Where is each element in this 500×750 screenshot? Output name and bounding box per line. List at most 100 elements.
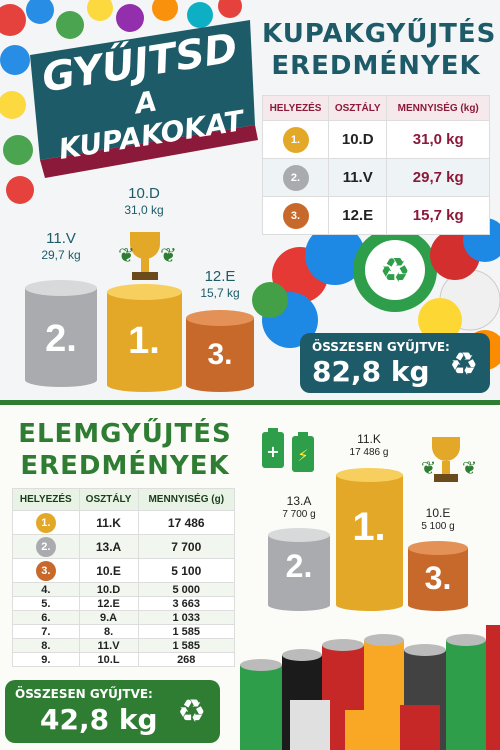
table-cell: 13.A xyxy=(78,534,139,559)
medal: 1. xyxy=(282,126,309,153)
table-cell: 17 486 xyxy=(137,510,235,535)
svg-text:♻: ♻ xyxy=(380,251,410,291)
caps-title: KUPAKGYŰJTÉS EREDMÉNYEK xyxy=(262,18,497,82)
svg-text:❦: ❦ xyxy=(160,243,177,267)
svg-text:+: + xyxy=(266,442,279,461)
medal: 3. xyxy=(35,560,56,581)
table-cell: 9.A xyxy=(78,610,139,625)
podium-number: 1. xyxy=(352,505,386,549)
table-cell: 8. xyxy=(78,624,139,639)
svg-text:❦: ❦ xyxy=(462,458,477,479)
podium-amount: 15,7 kg xyxy=(200,286,240,300)
header-cell: HELYEZÉS xyxy=(12,488,80,511)
table-cell: 12.E xyxy=(78,596,139,611)
battery-title: ELEMGYŰJTÉS EREDMÉNYEK xyxy=(10,418,240,482)
table-cell: 7. xyxy=(12,624,80,639)
podium-number: 3. xyxy=(424,560,452,596)
title-line: EREDMÉNYEK xyxy=(271,51,481,81)
podium-class: 11.K xyxy=(357,432,381,446)
header-cell: HELYEZÉS xyxy=(261,95,330,121)
podium-amount: 17 486 g xyxy=(349,447,389,458)
battery-table: HELYEZÉS OSZTÁLY MENNYISÉG (g) 1. 11.K 17 486… xyxy=(12,488,235,667)
table-cell: 9. xyxy=(12,652,80,667)
table-cell: 31,0 kg xyxy=(386,120,490,159)
table-cell: 1 033 xyxy=(137,610,235,625)
header-cell: MENNYISÉG (kg) xyxy=(386,95,490,121)
svg-text:❦: ❦ xyxy=(118,243,135,267)
podium-number: 3. xyxy=(207,338,233,371)
header-row: HELYEZÉS OSZTÁLY MENNYISÉG (kg) xyxy=(261,95,490,121)
table-cell: 2. xyxy=(12,534,80,559)
table-cell: 10.D xyxy=(78,582,139,597)
table-cell: 7 700 xyxy=(137,534,235,559)
table-cell: 10.L xyxy=(78,652,139,667)
recycle-icon: ♻ xyxy=(449,345,478,383)
podium-class: 11.V xyxy=(46,230,76,247)
table-row: 6. 9.A 1 033 xyxy=(12,610,235,625)
table-cell: 6. xyxy=(12,610,80,625)
title-line: ELEMGYŰJTÉS xyxy=(18,419,232,449)
table-cell: 2. xyxy=(261,158,330,197)
table-row: 5. 12.E 3 663 xyxy=(12,596,235,611)
total-value: 82,8 kg xyxy=(312,355,430,388)
table-row: 8. 11.V 1 585 xyxy=(12,638,235,653)
table-row: 3. 12.E 15,7 kg xyxy=(261,196,490,235)
total-value: 42,8 kg xyxy=(40,703,158,736)
header-row: HELYEZÉS OSZTÁLY MENNYISÉG (g) xyxy=(12,488,235,511)
podium-amount: 5 100 g xyxy=(421,521,455,532)
medal: 2. xyxy=(35,536,56,557)
table-cell: 12.E xyxy=(328,196,388,235)
podium-class: 10.E xyxy=(425,506,451,520)
battery-total: ÖSSZESEN GYŰJTVE: 42,8 kg ♻ xyxy=(5,680,220,743)
table-cell: 1. xyxy=(12,510,80,535)
header-cell: OSZTÁLY xyxy=(328,95,388,121)
table-cell: 3 663 xyxy=(137,596,235,611)
podium-number: 1. xyxy=(128,320,160,362)
table-row: 7. 8. 1 585 xyxy=(12,624,235,639)
podium-class: 12.E xyxy=(204,268,236,285)
table-cell: 29,7 kg xyxy=(386,158,490,197)
total-label: ÖSSZESEN GYŰJTVE: xyxy=(312,340,450,354)
podium-number: 2. xyxy=(45,318,77,360)
table-cell: 1 585 xyxy=(137,638,235,653)
header-cell: MENNYISÉG (g) xyxy=(137,488,235,511)
medal: 1. xyxy=(35,512,56,533)
title-line: KUPAKGYŰJTÉS xyxy=(262,19,497,49)
recycle-icon: ♻ xyxy=(177,692,206,730)
table-cell: 11.K xyxy=(78,510,139,535)
podium-amount: 31,0 kg xyxy=(124,203,164,217)
table-cell: 10.D xyxy=(328,120,388,159)
table-row: 1. 11.K 17 486 xyxy=(12,510,235,535)
table-cell: 11.V xyxy=(78,638,139,653)
title-line: EREDMÉNYEK xyxy=(20,451,230,481)
table-cell: 3. xyxy=(261,196,330,235)
table-cell: 10.E xyxy=(78,558,139,583)
podium-class: 10.D xyxy=(128,185,160,202)
table-row: 2. 13.A 7 700 xyxy=(12,534,235,559)
table-cell: 3. xyxy=(12,558,80,583)
table-row: 3. 10.E 5 100 xyxy=(12,558,235,583)
table-row: 1. 10.D 31,0 kg xyxy=(261,120,490,159)
table-cell: 15,7 kg xyxy=(386,196,490,235)
header-cell: OSZTÁLY xyxy=(78,488,139,511)
table-cell: 1 585 xyxy=(137,624,235,639)
table-cell: 5. xyxy=(12,596,80,611)
caps-total: ÖSSZESEN GYŰJTVE: 82,8 kg ♻ xyxy=(300,333,490,393)
table-row: 9. 10.L 268 xyxy=(12,652,235,667)
podium-number: 2. xyxy=(285,548,313,584)
table-row: 4. 10.D 5 000 xyxy=(12,582,235,597)
total-label: ÖSSZESEN GYŰJTVE: xyxy=(15,687,153,701)
caps-table: HELYEZÉS OSZTÁLY MENNYISÉG (kg) 1. 10.D 31,0 … xyxy=(261,95,490,235)
table-cell: 5 000 xyxy=(137,582,235,597)
svg-text:⚡: ⚡ xyxy=(297,446,308,465)
table-cell: 1. xyxy=(261,120,330,159)
svg-text:❦: ❦ xyxy=(421,458,436,479)
table-cell: 4. xyxy=(12,582,80,597)
table-cell: 8. xyxy=(12,638,80,653)
table-cell: 268 xyxy=(137,652,235,667)
medal: 3. xyxy=(282,202,309,229)
table-cell: 11.V xyxy=(328,158,388,197)
table-row: 2. 11.V 29,7 kg xyxy=(261,158,490,197)
